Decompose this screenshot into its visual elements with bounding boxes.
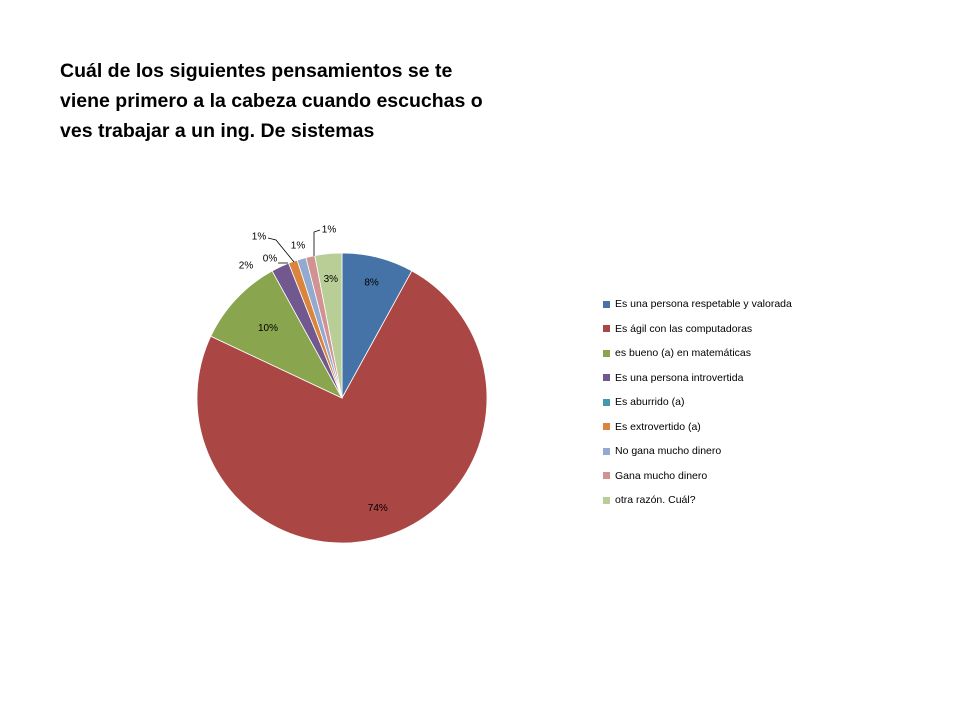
- legend-entry-4: Es aburrido (a): [603, 390, 792, 415]
- legend-entry-1: Es ágil con las computadoras: [603, 317, 792, 342]
- pie-slice-2: [210, 270, 343, 399]
- data-label-5: 1%: [252, 232, 267, 243]
- data-label-3: 2%: [239, 261, 254, 272]
- chart-title-line-3: ves trabajar a un ing. De sistemas: [60, 120, 375, 142]
- data-label-1: 74%: [368, 503, 388, 514]
- legend-label-3: Es una persona introvertida: [615, 371, 744, 384]
- pie-slice-1: [196, 270, 488, 544]
- legend-entry-3: Es una persona introvertida: [603, 366, 792, 391]
- pie-slice-8: [314, 252, 343, 399]
- legend-label-1: Es ágil con las computadoras: [615, 322, 753, 335]
- legend-entry-2: es bueno (a) en matemáticas: [603, 341, 792, 366]
- legend-entry-0: Es una persona respetable y valorada: [603, 292, 792, 317]
- legend-swatch-5: [603, 423, 610, 431]
- chart-title-line-1: Cuál de los siguientes pensamientos se t…: [60, 60, 453, 82]
- legend-entry-8: otra razón. Cuál?: [603, 488, 792, 513]
- leader-line-5: [267, 237, 295, 263]
- legend-entry-6: No gana mucho dinero: [603, 439, 792, 464]
- legend-swatch-3: [603, 374, 610, 382]
- legend-entry-5: Es extrovertido (a): [603, 415, 792, 440]
- legend-swatch-2: [603, 349, 610, 357]
- leader-line-7: [313, 229, 321, 256]
- legend-label-4: Es aburrido (a): [615, 396, 685, 409]
- legend-swatch-6: [603, 447, 610, 455]
- legend-swatch-0: [603, 300, 610, 308]
- legend-label-5: Es extrovertido (a): [615, 420, 701, 433]
- chart-legend: Es una persona respetable y valorada Es á…: [603, 292, 792, 513]
- data-label-8: 3%: [324, 274, 339, 285]
- legend-label-8: otra razón. Cuál?: [615, 494, 696, 507]
- legend-swatch-1: [603, 325, 610, 333]
- legend-label-7: Gana mucho dinero: [615, 469, 708, 482]
- legend-swatch-4: [603, 398, 610, 406]
- data-label-7: 1%: [322, 225, 337, 236]
- data-label-6: 1%: [291, 241, 306, 252]
- chart-title: Cuál de los siguientes pensamientos se t…: [60, 56, 530, 146]
- chart-title-line-2: viene primero a la cabeza cuando escucha…: [60, 90, 483, 112]
- data-label-0: 8%: [364, 277, 379, 288]
- legend-label-0: Es una persona respetable y valorada: [615, 298, 792, 311]
- legend-swatch-7: [603, 472, 610, 480]
- legend-label-6: No gana mucho dinero: [615, 445, 722, 458]
- legend-swatch-8: [603, 496, 610, 504]
- legend-entry-7: Gana mucho dinero: [603, 464, 792, 489]
- data-label-2: 10%: [258, 323, 278, 334]
- data-label-4: 0%: [263, 254, 278, 265]
- legend-label-2: es bueno (a) en matemáticas: [615, 347, 751, 360]
